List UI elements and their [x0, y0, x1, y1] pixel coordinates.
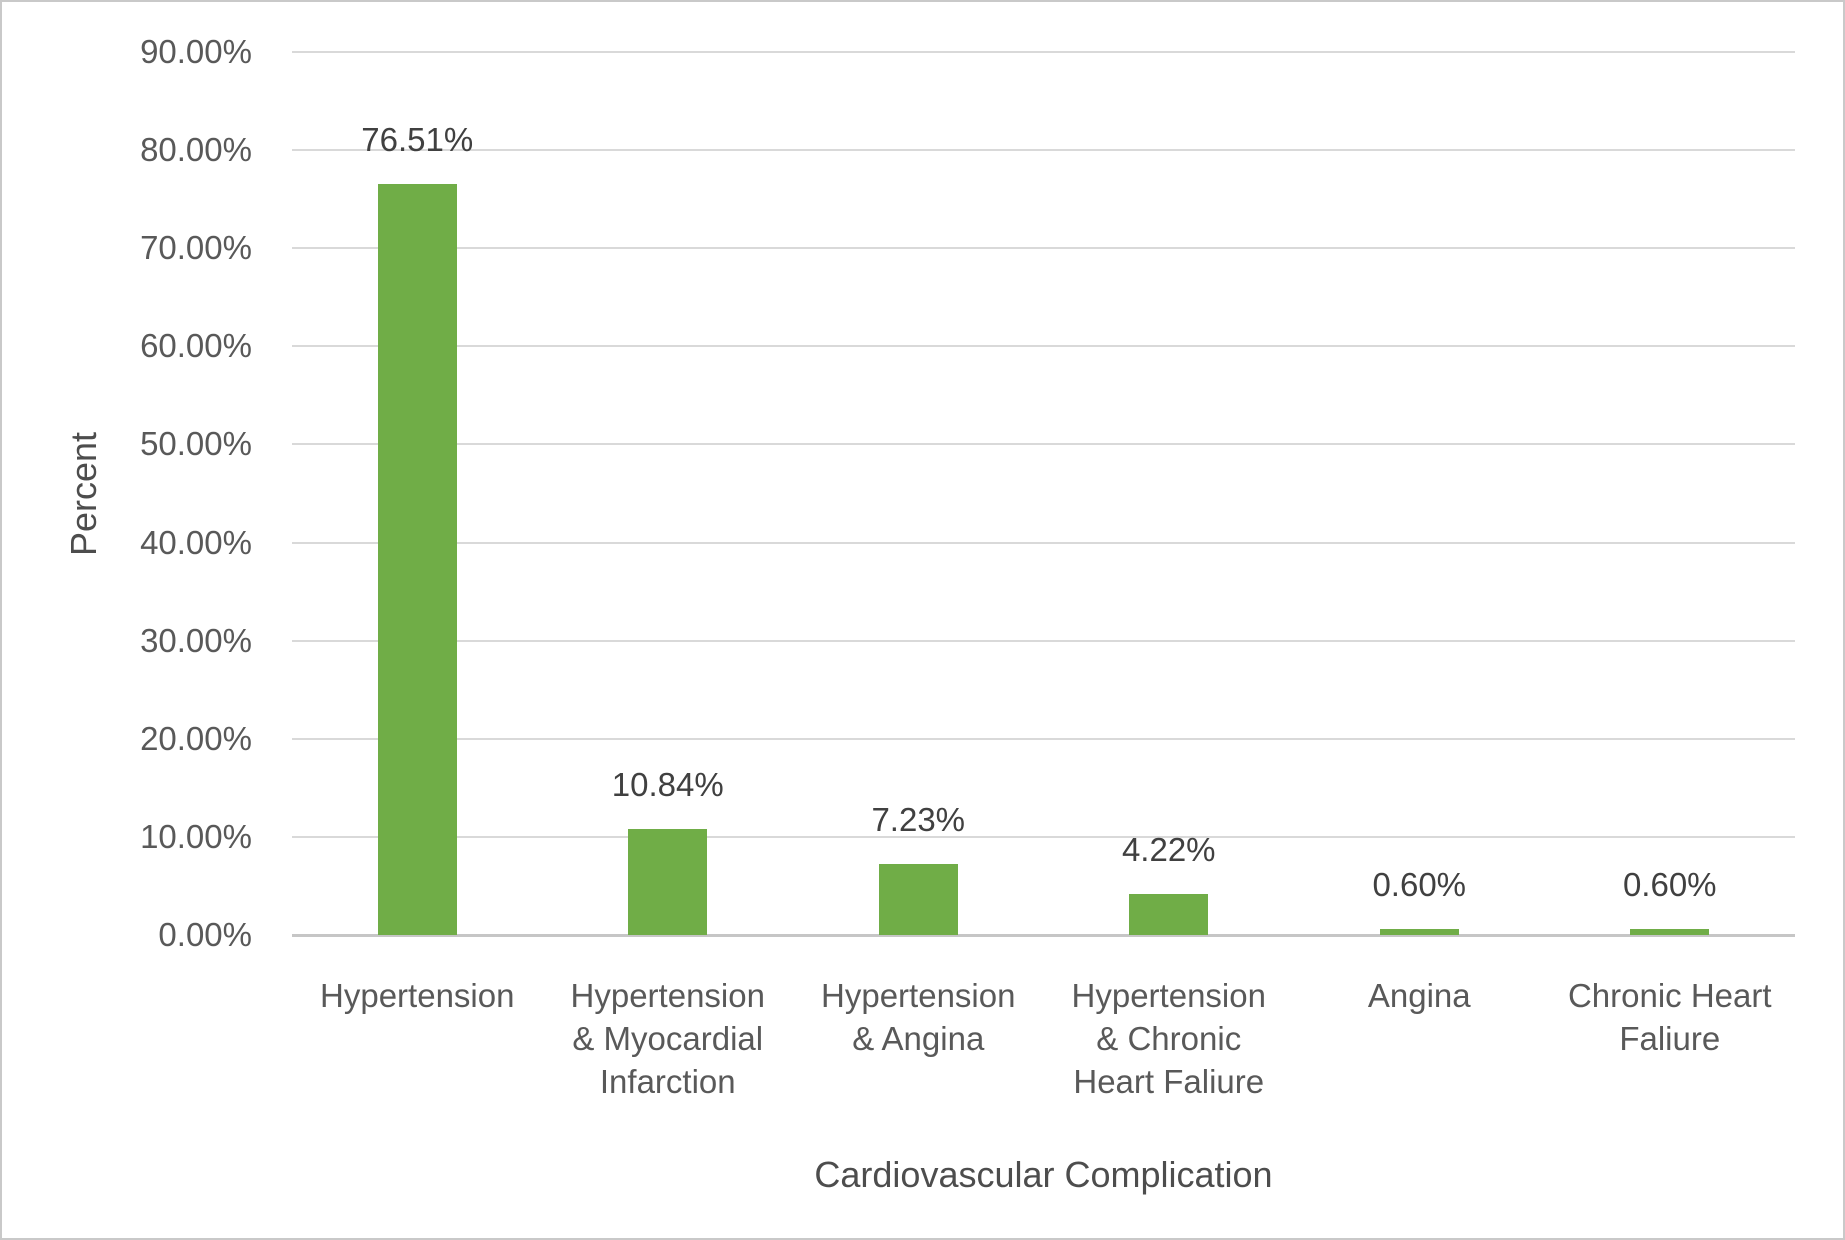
y-tick-label: 80.00%: [140, 131, 252, 169]
category-label: Hypertension & Myocardial Infarction: [570, 977, 765, 1100]
bar: [1129, 893, 1209, 935]
y-tick-label: 30.00%: [140, 621, 252, 659]
category-label: Hypertension: [320, 977, 515, 1014]
bar: [1630, 929, 1710, 935]
gridline: [292, 639, 1795, 642]
gridline: [292, 835, 1795, 838]
gridline: [292, 443, 1795, 446]
y-tick-label: 60.00%: [140, 327, 252, 365]
gridline: [292, 247, 1795, 250]
gridline: [292, 541, 1795, 544]
gridline: [292, 149, 1795, 152]
bar-value-label: 76.51%: [361, 121, 474, 159]
bar-value-label: 10.84%: [611, 765, 724, 803]
bar: [628, 828, 708, 935]
y-tick-label: 0.00%: [158, 916, 252, 953]
y-tick-label: 90.00%: [140, 33, 252, 70]
y-tick-label: 20.00%: [140, 719, 252, 757]
bar: [1379, 929, 1459, 935]
bar-value-label: 4.22%: [1121, 830, 1216, 868]
gridline: [292, 345, 1795, 348]
gridline: [292, 737, 1795, 740]
category-label: Hypertension & Chronic Heart Faliure: [1071, 977, 1266, 1100]
y-tick-label: 40.00%: [140, 523, 252, 561]
bar: [377, 184, 457, 935]
y-tick-label: 50.00%: [140, 425, 252, 463]
gridline: [292, 51, 1795, 53]
category-label: Chronic Heart Faliure: [1567, 977, 1772, 1057]
bar-value-label: 7.23%: [871, 801, 966, 839]
x-axis-line: [292, 934, 1795, 937]
y-tick-label: 70.00%: [140, 229, 252, 267]
category-label: Angina: [1367, 977, 1471, 1014]
x-axis-title: Cardiovascular Complication: [814, 1154, 1273, 1195]
bar-value-label: 0.60%: [1622, 866, 1717, 904]
bar-value-label: 0.60%: [1372, 866, 1467, 904]
bar: [878, 864, 958, 935]
y-tick-label: 10.00%: [140, 817, 252, 855]
category-label: Hypertension & Angina: [821, 977, 1016, 1057]
